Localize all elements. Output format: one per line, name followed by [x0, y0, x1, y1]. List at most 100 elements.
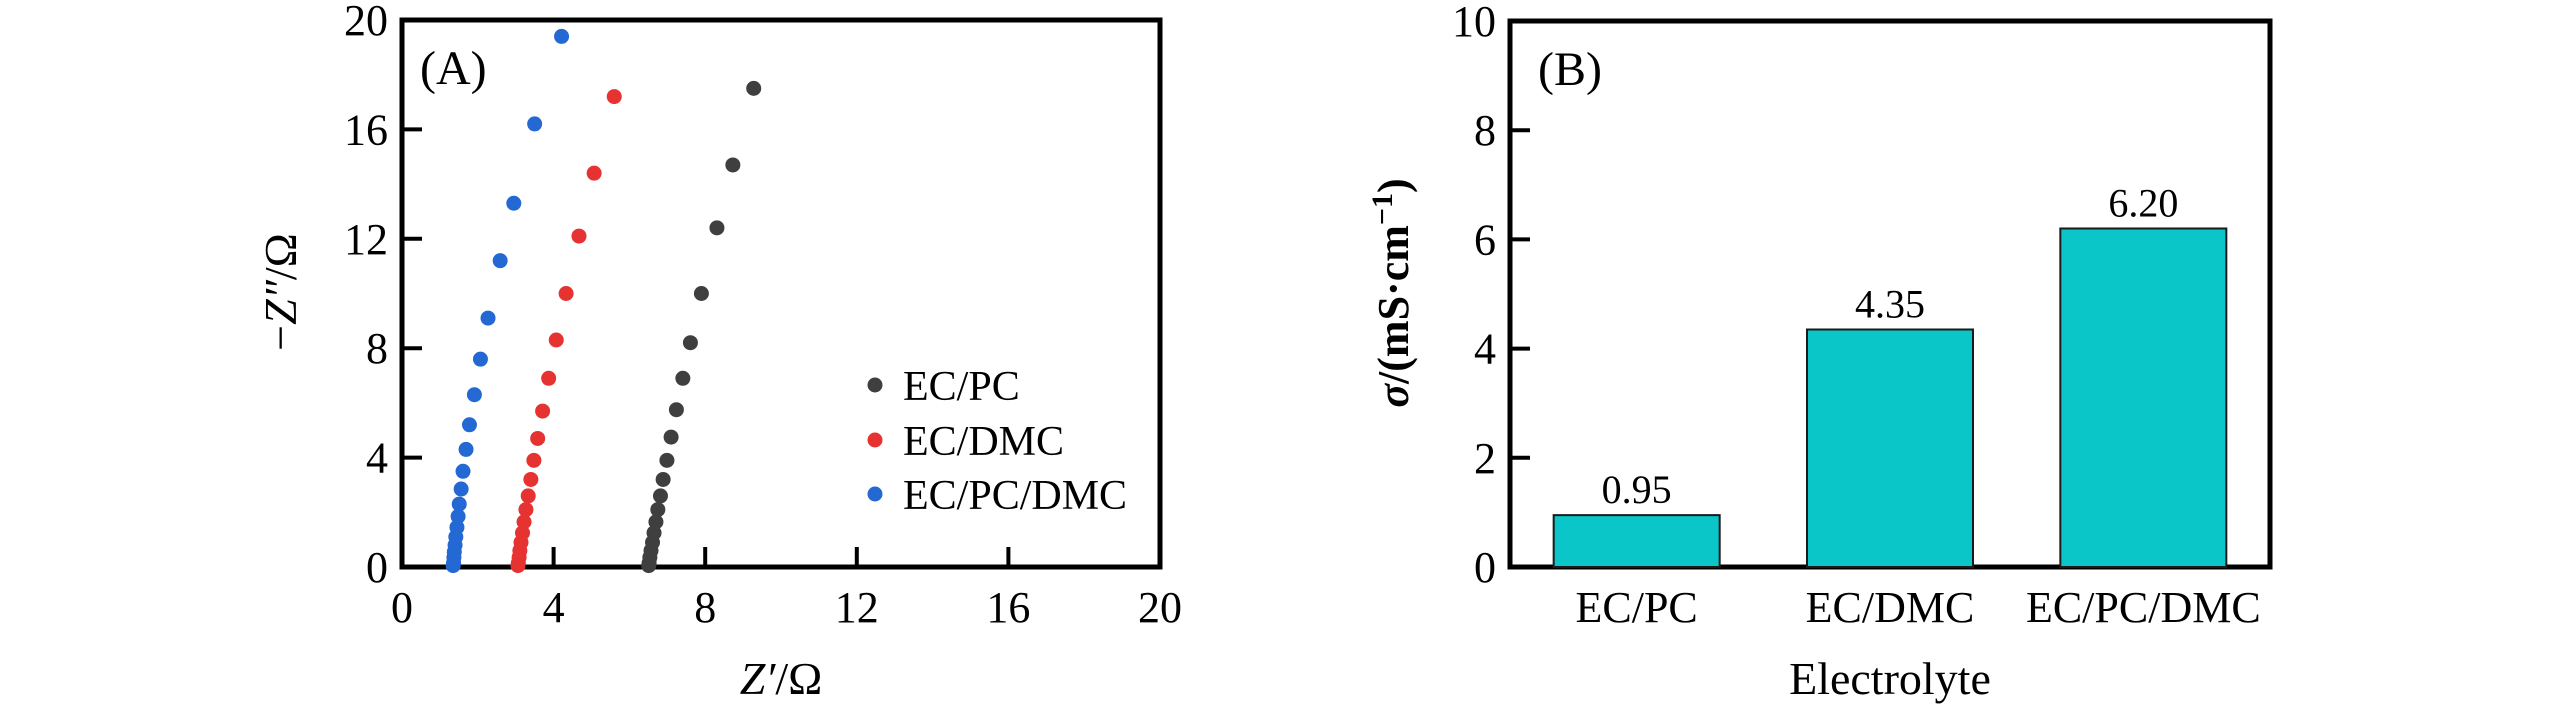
- data-point: [523, 471, 539, 487]
- y-tick-label: 0: [1474, 543, 1496, 592]
- legend-marker-ec-pc: [867, 377, 883, 393]
- x-label-unit: /Ω: [775, 653, 822, 704]
- y-tick-label: 6: [1474, 215, 1496, 264]
- data-point: [492, 253, 508, 269]
- data-point: [526, 452, 542, 468]
- data-point: [675, 370, 691, 386]
- data-point: [606, 89, 622, 105]
- y-tick-label: 4: [366, 434, 388, 483]
- data-point: [450, 508, 466, 524]
- y-tick-label: 8: [1474, 106, 1496, 155]
- data-point: [659, 452, 675, 468]
- data-point: [516, 514, 532, 530]
- scatter-series-ec-pc-dmc: [445, 28, 570, 574]
- y-label-minus: −: [255, 325, 306, 351]
- y-label-z: Z″: [255, 279, 306, 325]
- nyquist-legend: EC/PC EC/DMC EC/PC/DMC: [867, 364, 1127, 519]
- nyquist-data-points: [445, 28, 762, 574]
- x-tick-label: 12: [835, 583, 879, 632]
- category-label: EC/PC/DMC: [2026, 583, 2261, 632]
- data-point: [668, 402, 684, 418]
- data-point: [458, 441, 474, 457]
- data-point: [548, 332, 564, 348]
- y-label-unit-main: /(mS·cm: [1369, 225, 1418, 385]
- x-tick-label: 8: [694, 583, 716, 632]
- y-tick-label: 8: [366, 324, 388, 373]
- nyquist-y-axis-label: −Z″/Ω: [255, 233, 306, 351]
- conductivity-bars: 0.95 EC/PC 4.35 EC/DMC 6.20 EC/PC/DMC: [1552, 180, 2261, 632]
- data-point: [655, 471, 671, 487]
- data-point: [520, 488, 536, 504]
- data-point: [558, 286, 574, 301]
- y-tick-label: 4: [1474, 325, 1496, 374]
- x-tick-label: 0: [391, 583, 413, 632]
- data-point: [663, 429, 679, 445]
- data-point: [466, 387, 482, 403]
- scatter-series-ec-pc: [641, 80, 762, 574]
- data-point: [648, 514, 664, 530]
- bar-value-label: 4.35: [1855, 281, 1925, 326]
- data-point: [518, 502, 534, 518]
- y-tick-label: 2: [1474, 434, 1496, 483]
- scatter-series-ec-dmc: [510, 89, 622, 574]
- data-point: [506, 195, 522, 211]
- y-label-sigma: σ: [1369, 383, 1418, 408]
- nyquist-plot-border: [399, 17, 1163, 570]
- data-point: [541, 370, 557, 386]
- nyquist-axes-ticks: 0 4 8 12 16 20 0 4 8 12 16 20: [344, 0, 1182, 632]
- data-point: [535, 403, 551, 419]
- bar: [1552, 514, 1721, 569]
- data-point: [693, 286, 709, 301]
- bar-value-label: 6.20: [2108, 180, 2178, 225]
- data-point: [571, 228, 587, 244]
- data-point: [554, 28, 570, 44]
- bar-x-axis-label: Electrolyte: [1789, 653, 1991, 704]
- y-tick-label: 12: [344, 215, 388, 264]
- data-point: [586, 165, 602, 181]
- data-point: [461, 417, 477, 433]
- data-point: [453, 481, 469, 497]
- data-point: [527, 116, 543, 132]
- legend-label-ec-pc-dmc: EC/PC/DMC: [903, 473, 1127, 519]
- data-point: [650, 502, 666, 518]
- x-label-z: Z′: [740, 653, 777, 704]
- nyquist-x-axis-label: Z′/Ω: [740, 653, 823, 704]
- data-point: [725, 157, 741, 173]
- y-tick-label: 0: [366, 543, 388, 592]
- x-tick-label: 4: [543, 583, 565, 632]
- data-point: [455, 463, 471, 479]
- panel-a-label: (A): [420, 42, 487, 95]
- data-point: [472, 351, 488, 367]
- x-tick-label: 16: [986, 583, 1030, 632]
- panel-b-label: (B): [1538, 43, 1602, 96]
- bar-y-axis-label: σ/(mS·cm−1): [1366, 178, 1418, 407]
- legend-marker-ec-pc-dmc: [867, 486, 883, 502]
- data-point: [530, 430, 546, 446]
- data-point: [652, 488, 668, 504]
- x-tick-label: 20: [1138, 583, 1182, 632]
- y-tick-label: 20: [344, 0, 388, 45]
- y-tick-label: 10: [1452, 0, 1496, 46]
- y-label-close-paren: ): [1369, 178, 1418, 193]
- data-point: [480, 310, 496, 326]
- data-point: [515, 525, 531, 541]
- y-tick-label: 16: [344, 105, 388, 154]
- legend-label-ec-dmc: EC/DMC: [903, 419, 1064, 465]
- data-point: [449, 519, 465, 535]
- legend-marker-ec-dmc: [867, 432, 883, 448]
- data-point: [451, 496, 467, 512]
- data-point: [682, 335, 698, 351]
- y-label-unit: /Ω: [255, 233, 306, 280]
- panel-b: 0.95 EC/PC 4.35 EC/DMC 6.20 EC/PC/DMC 0 2 4 6 8 10…: [1366, 0, 2273, 704]
- data-point: [709, 220, 725, 236]
- data-point: [746, 80, 762, 96]
- bar: [2059, 227, 2228, 568]
- category-label: EC/DMC: [1806, 583, 1975, 632]
- legend-label-ec-pc: EC/PC: [903, 364, 1020, 410]
- bar-axes-ticks: 0 2 4 6 8 10: [1452, 0, 1530, 592]
- category-label: EC/PC: [1576, 583, 1698, 632]
- bar: [1806, 328, 1974, 568]
- y-label-superscript: −1: [1366, 193, 1399, 225]
